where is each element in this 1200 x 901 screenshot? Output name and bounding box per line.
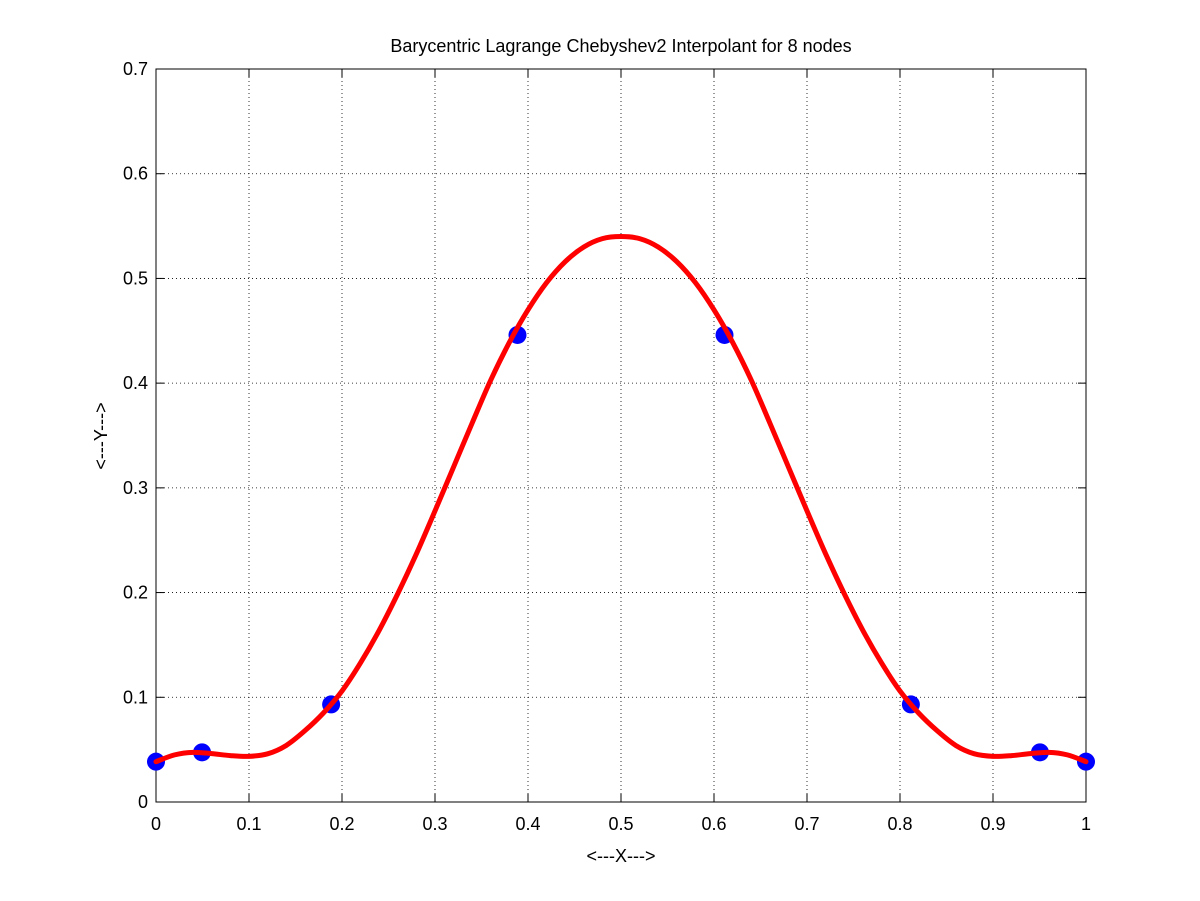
tick-labels: 0 0.1 0.2 0.3 0.4 0.5 0.6 0.7 0.8 0.9 1 0 0.1 0.2 0.3 0…: [123, 59, 1091, 834]
y-tick-label: 0.4: [123, 373, 148, 393]
x-tick-label: 0.6: [701, 814, 726, 834]
y-tick-label: 0.1: [123, 687, 148, 707]
x-tick-label: 0.5: [608, 814, 633, 834]
x-tick-label: 0.1: [236, 814, 261, 834]
x-tick-label: 0.2: [329, 814, 354, 834]
x-axis-label: <---X--->: [587, 846, 656, 866]
y-tick-label: 0.3: [123, 478, 148, 498]
plot-series: [147, 234, 1095, 771]
x-tick-label: 1: [1081, 814, 1091, 834]
x-tick-label: 0.4: [515, 814, 540, 834]
tick-marks: [155, 68, 1087, 803]
x-tick-label: 0.8: [887, 814, 912, 834]
grid-lines: [156, 69, 1086, 802]
y-tick-label: 0.6: [123, 164, 148, 184]
y-tick-label: 0.5: [123, 268, 148, 288]
y-tick-label: 0: [138, 792, 148, 812]
x-tick-label: 0.9: [980, 814, 1005, 834]
y-axis-label: <---Y--->: [91, 402, 111, 469]
interpolant-curve: [153, 234, 1089, 765]
x-tick-label: 0: [151, 814, 161, 834]
y-tick-label: 0.2: [123, 583, 148, 603]
x-tick-label: 0.3: [422, 814, 447, 834]
chart-title: Barycentric Lagrange Chebyshev2 Interpol…: [390, 36, 851, 56]
x-tick-label: 0.7: [794, 814, 819, 834]
y-tick-label: 0.7: [123, 59, 148, 79]
